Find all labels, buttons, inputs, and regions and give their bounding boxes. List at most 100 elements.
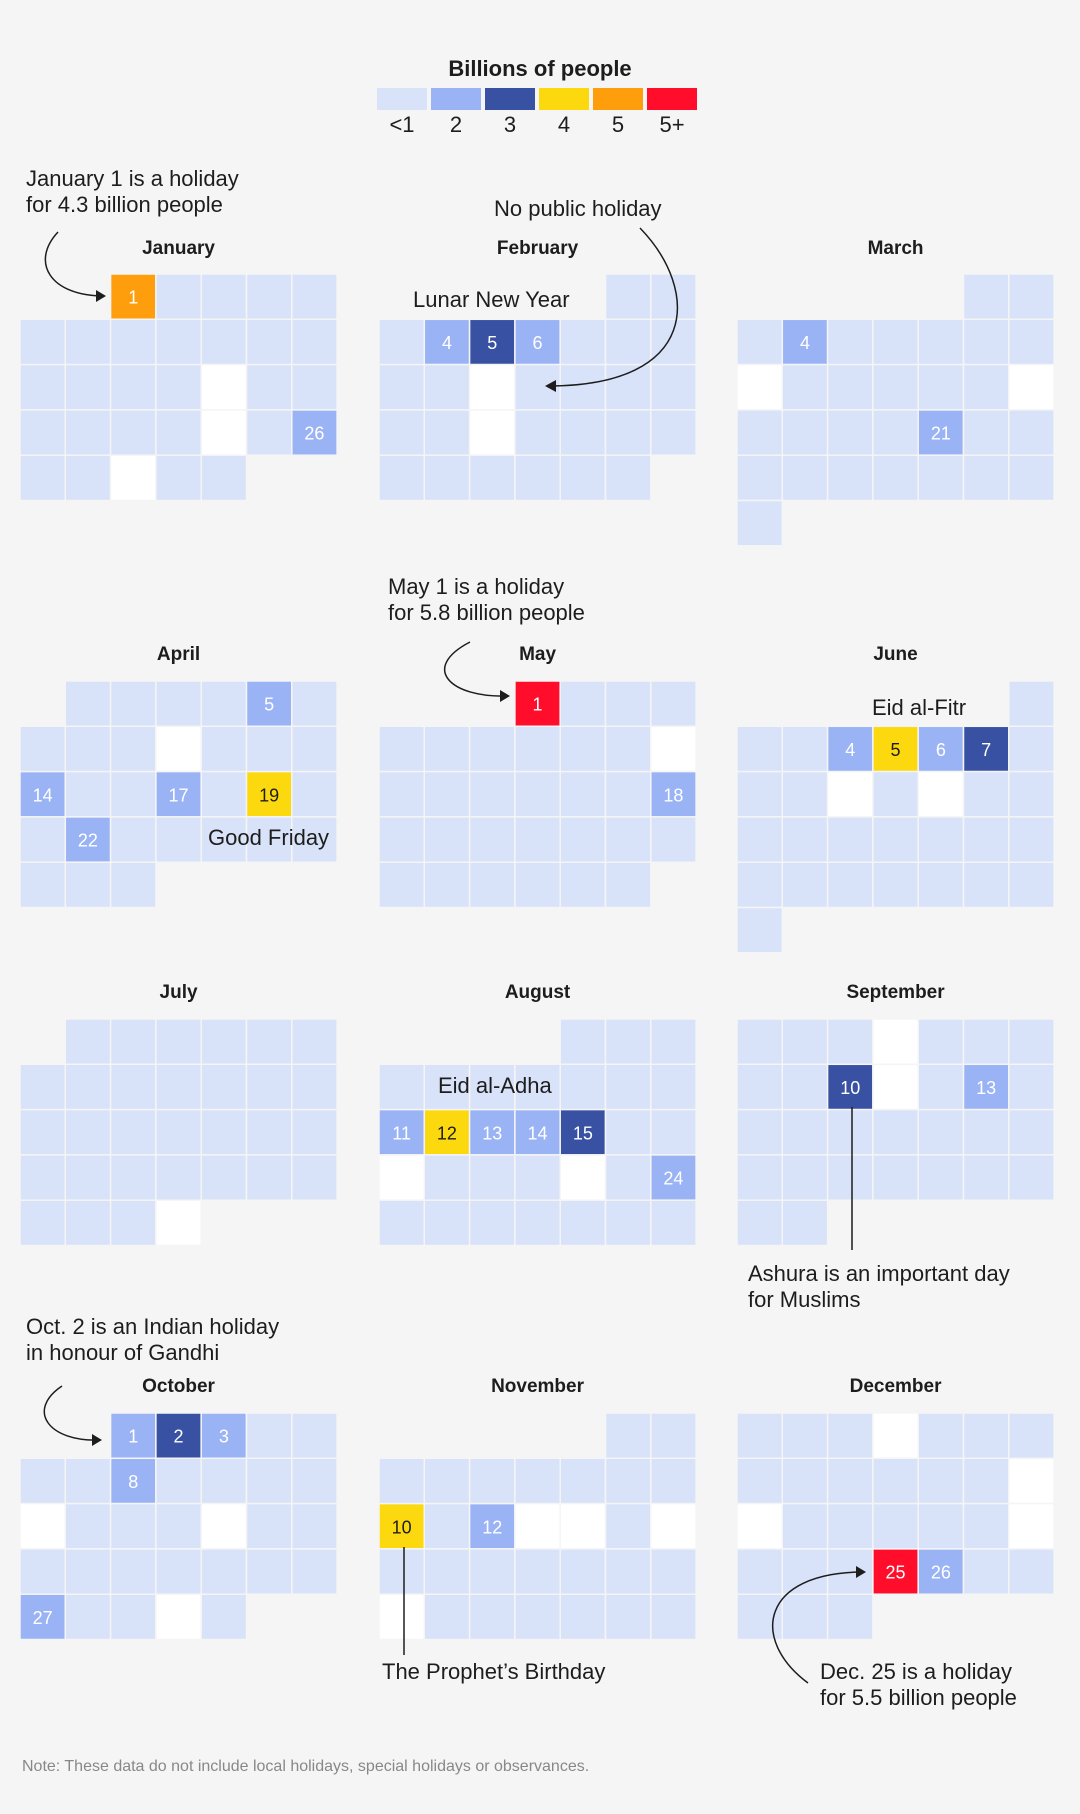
day-cell-may-7 [468, 725, 516, 773]
day-label-june-5: 5 [891, 740, 901, 760]
day-cell-june-15 [1008, 770, 1055, 818]
day-cell-october-29 [109, 1593, 157, 1641]
day-cell-november-20 [514, 1548, 561, 1595]
day-cell-december-14 [1008, 1457, 1055, 1505]
legend-swatch [377, 88, 427, 110]
day-cell-may-27 [423, 861, 471, 909]
day-cell-february-28 [559, 454, 607, 502]
day-cell-october-28 [64, 1593, 112, 1641]
day-cell-january-8 [109, 318, 157, 366]
day-cell-december-2 [781, 1412, 829, 1460]
day-cell-may-26 [378, 861, 426, 909]
annotation-jan1: January 1 is a holiday for 4.3 billion p… [26, 166, 239, 217]
day-cell-may-11 [650, 725, 697, 773]
day-cell-january-26 [291, 409, 338, 456]
day-cell-june-24 [781, 861, 829, 909]
day-cell-december-22 [736, 1548, 784, 1595]
day-cell-february-17 [378, 409, 426, 456]
day-cell-august-1 [559, 1018, 607, 1066]
day-cell-march-30 [1008, 454, 1055, 502]
day-cell-may-9 [559, 725, 607, 773]
day-cell-december-19 [917, 1502, 965, 1550]
month-title-september: September [846, 982, 945, 1003]
day-cell-may-1 [514, 680, 561, 728]
day-label-january-26: 26 [304, 424, 324, 444]
day-cell-february-12 [468, 363, 516, 411]
day-cell-october-12 [291, 1457, 338, 1505]
day-cell-august-17 [650, 1108, 697, 1156]
day-cell-june-14 [962, 770, 1010, 818]
day-cell-january-3 [200, 273, 248, 321]
day-label-april-19: 19 [259, 785, 279, 805]
day-cell-april-12 [245, 725, 293, 773]
month-title-april: April [156, 644, 201, 665]
day-cell-may-15 [514, 770, 561, 818]
legend-swatch [593, 88, 643, 110]
day-cell-july-7 [19, 1063, 67, 1111]
day-cell-april-10 [155, 725, 202, 773]
day-cell-june-9 [736, 770, 784, 818]
footnote: Note: These data do not include local ho… [22, 1758, 590, 1775]
day-cell-july-28 [19, 1199, 67, 1247]
day-cell-august-23 [604, 1154, 652, 1201]
day-cell-november-2 [650, 1412, 697, 1460]
day-cell-march-3 [736, 318, 784, 366]
day-cell-august-16 [604, 1108, 652, 1156]
day-cell-may-6 [423, 725, 471, 773]
day-cell-june-10 [781, 770, 829, 818]
legend-label: 4 [557, 112, 571, 137]
day-cell-april-2 [109, 680, 157, 728]
day-cell-january-7 [64, 318, 112, 366]
day-cell-september-16 [781, 1108, 829, 1156]
legend-title: Billions of people [448, 56, 632, 81]
day-cell-july-25 [200, 1154, 248, 1201]
day-cell-april-6 [291, 680, 338, 728]
day-cell-october-8 [109, 1457, 157, 1505]
day-cell-april-13 [291, 725, 338, 773]
day-cell-november-21 [559, 1548, 607, 1595]
annotation-ashura: Ashura is an important day for Muslims [748, 1261, 1010, 1312]
day-cell-july-13 [291, 1063, 338, 1111]
day-cell-july-10 [155, 1063, 202, 1111]
day-label-february-4: 4 [442, 333, 452, 353]
day-cell-february-11 [423, 363, 471, 411]
day-cell-january-14 [64, 363, 112, 411]
day-cell-may-23 [559, 816, 607, 863]
day-cell-april-27 [291, 816, 338, 863]
arrow-may1 [444, 641, 509, 697]
day-cell-january-6 [19, 318, 67, 366]
day-cell-april-15 [64, 770, 112, 818]
day-cell-may-31 [604, 861, 652, 909]
day-cell-december-9 [781, 1457, 829, 1505]
day-label-march-21: 21 [931, 424, 951, 444]
day-label-april-14: 14 [33, 785, 53, 805]
day-cell-june-16 [736, 816, 784, 863]
day-cell-may-4 [650, 680, 697, 728]
day-cell-september-1 [736, 1018, 784, 1066]
day-cell-november-29 [604, 1593, 652, 1641]
day-cell-january-28 [64, 454, 112, 502]
day-cell-may-20 [423, 816, 471, 863]
day-cell-may-13 [423, 770, 471, 818]
day-cell-september-8 [736, 1063, 784, 1111]
day-cell-september-18 [872, 1108, 919, 1156]
day-cell-january-31 [200, 454, 248, 502]
day-cell-october-1 [109, 1412, 157, 1460]
arrow-jan1 [44, 231, 105, 297]
day-cell-march-26 [826, 454, 874, 502]
day-cell-november-4 [423, 1457, 471, 1505]
day-cell-april-14 [19, 770, 67, 818]
day-cell-august-12 [423, 1108, 471, 1156]
day-cell-december-18 [872, 1502, 919, 1550]
day-cell-may-30 [559, 861, 607, 909]
day-cell-september-28 [1008, 1154, 1055, 1201]
day-cell-april-17 [155, 770, 202, 818]
day-cell-april-1 [64, 680, 112, 728]
day-cell-march-27 [872, 454, 919, 502]
day-cell-august-25 [378, 1199, 426, 1247]
day-cell-march-5 [826, 318, 874, 366]
day-cell-february-19 [468, 409, 516, 456]
month-title-july: July [159, 982, 198, 1003]
day-label-september-13: 13 [976, 1078, 996, 1098]
day-cell-may-10 [604, 725, 652, 773]
